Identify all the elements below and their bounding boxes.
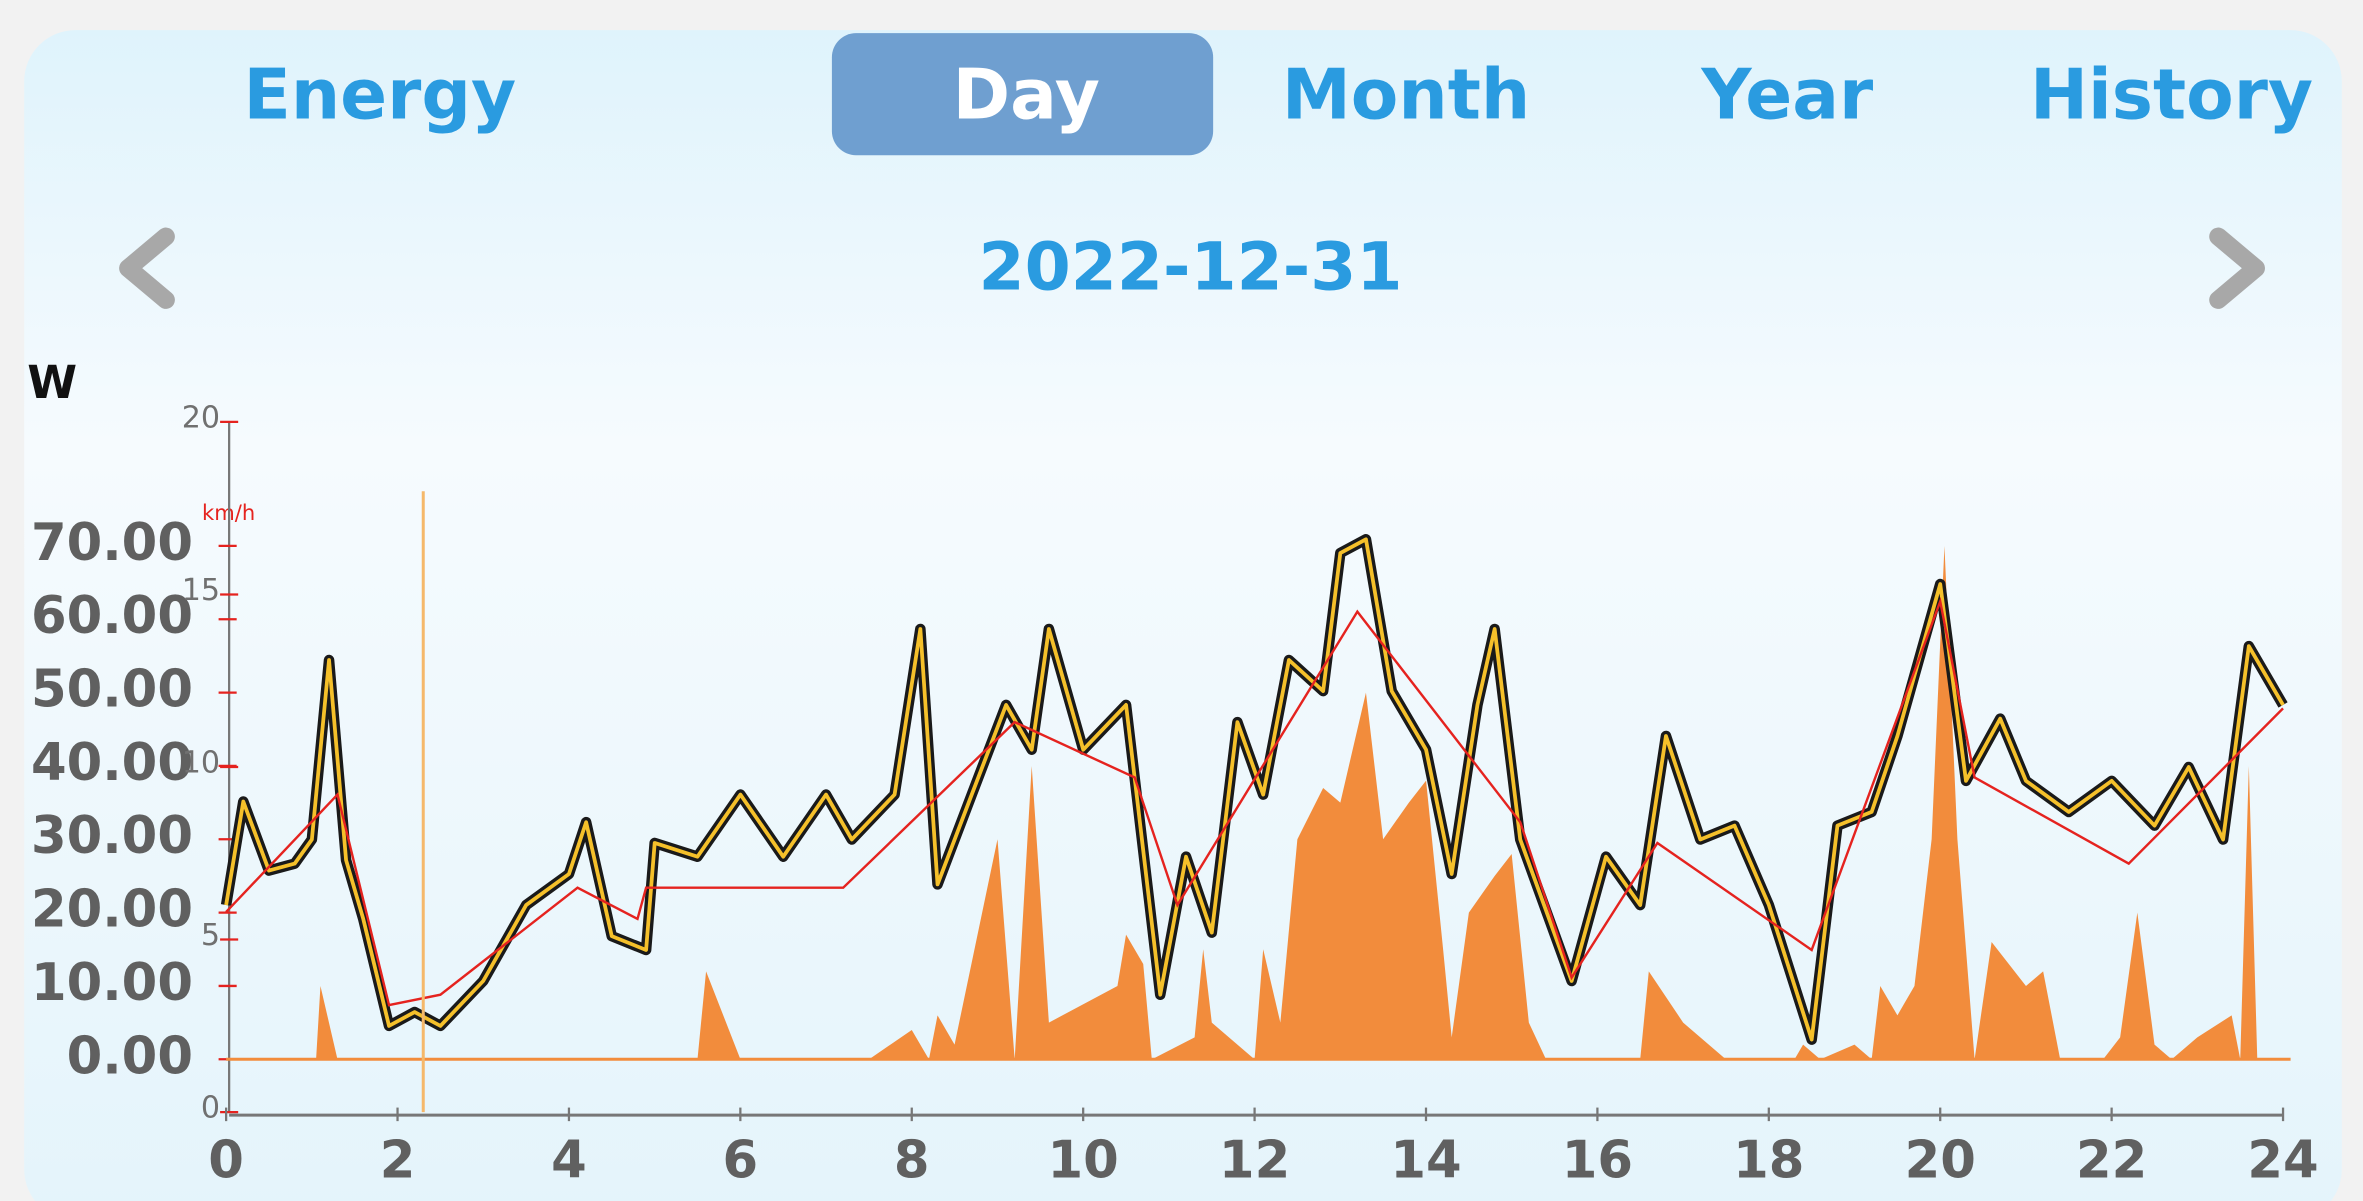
x-tick-label: 18 xyxy=(1733,1130,1804,1190)
y-tick-label: 20.00 xyxy=(31,880,193,940)
y-tick-label: 70.00 xyxy=(31,513,193,573)
y-tick-label: 0.00 xyxy=(67,1026,193,1086)
x-tick-label: 6 xyxy=(723,1130,759,1190)
tab[interactable]: Energy xyxy=(244,55,517,135)
selected-tab-bg xyxy=(831,33,1214,156)
y2-tick-label: 20 xyxy=(182,400,220,435)
x-tick-label: 0 xyxy=(208,1130,244,1190)
tab[interactable]: History xyxy=(2030,55,2313,135)
x-tick-label: 14 xyxy=(1390,1130,1461,1190)
y2-tick-label: 0 xyxy=(201,1091,220,1126)
y-tick-label: 40.00 xyxy=(31,733,193,793)
y2-tick-label: 15 xyxy=(182,573,220,608)
x-tick-label: 12 xyxy=(1219,1130,1290,1190)
y-tick-label: 10.00 xyxy=(31,953,193,1013)
tab[interactable]: Month xyxy=(1282,55,1530,135)
prev-arrow[interactable] xyxy=(119,227,175,309)
x-tick-label: 16 xyxy=(1562,1130,1633,1190)
x-tick-label: 24 xyxy=(2247,1130,2318,1190)
x-tick-label: 2 xyxy=(380,1130,416,1190)
next-arrow[interactable] xyxy=(2209,227,2265,309)
y-tick-label: 30.00 xyxy=(31,806,193,866)
tab[interactable]: Year xyxy=(1700,55,1873,135)
speed-line xyxy=(224,537,2285,1042)
x-tick-label: 22 xyxy=(2076,1130,2147,1190)
tab[interactable]: Day xyxy=(953,55,1100,135)
y2-tick-label: 10 xyxy=(182,745,220,780)
x-tick-label: 10 xyxy=(1048,1130,1119,1190)
trend-line xyxy=(225,596,2284,1007)
x-tick-label: 8 xyxy=(894,1130,930,1190)
y2-tick-label: 5 xyxy=(201,918,220,953)
date-label: 2022-12-31 xyxy=(979,227,1403,305)
y-tick-label: 50.00 xyxy=(31,660,193,720)
x-tick-label: 20 xyxy=(1905,1130,1976,1190)
x-tick-label: 4 xyxy=(551,1130,587,1190)
y-tick-label: 60.00 xyxy=(31,586,193,646)
y-unit: W xyxy=(27,356,77,409)
